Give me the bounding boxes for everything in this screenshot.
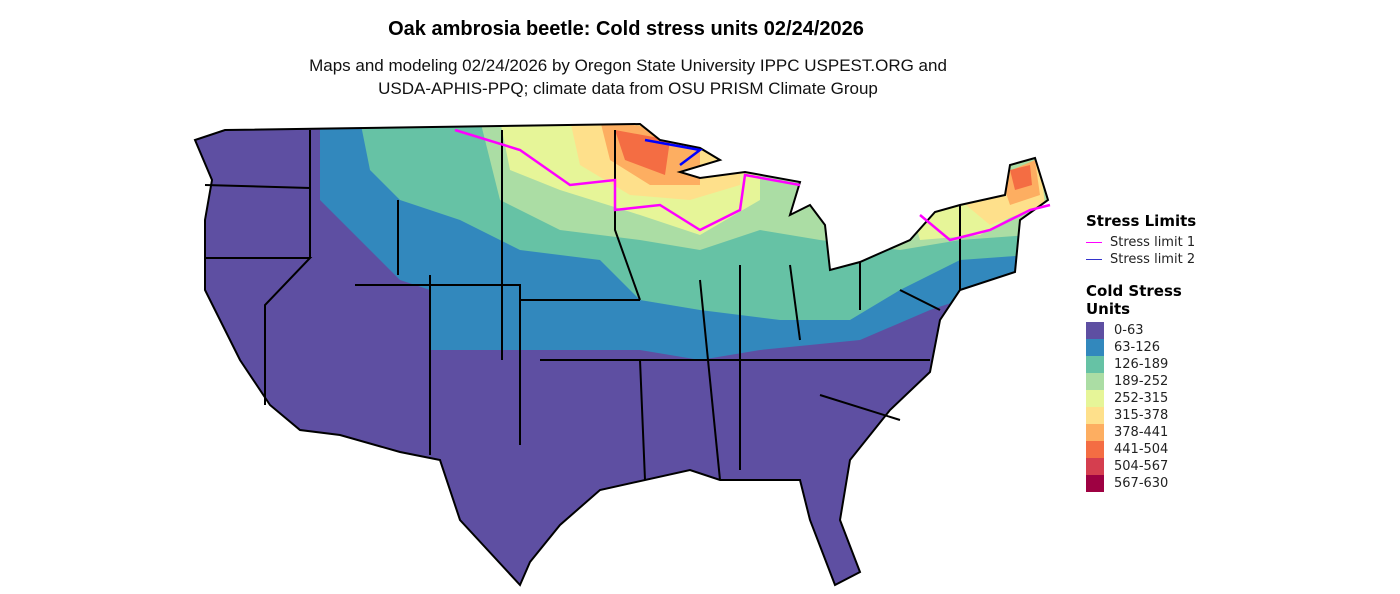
subtitle-line-2: USDA-APHIS-PPQ; climate data from OSU PR…	[378, 79, 878, 98]
bin-label: 378-441	[1114, 425, 1169, 440]
csu-title-line-2: Units	[1086, 300, 1131, 318]
csu-bins: 0-63 63-126 126-189 189-252 252-315 315-378 37…	[1086, 321, 1196, 493]
legend-item-bin: 63-126	[1086, 338, 1196, 357]
bin-label: 567-630	[1114, 476, 1169, 491]
stress-limits-legend-title: Stress Limits	[1086, 212, 1197, 230]
legend-item-bin: 504-567	[1086, 457, 1196, 476]
stress-limit-2-line	[644, 138, 704, 166]
bin-label: 504-567	[1114, 459, 1169, 474]
legend-item-bin: 315-378	[1086, 406, 1196, 425]
legend-item-bin: 126-189	[1086, 355, 1196, 374]
bin-swatch	[1086, 440, 1104, 459]
bin-label: 441-504	[1114, 442, 1169, 457]
state-borders	[194, 123, 1049, 586]
legend-item-bin: 252-315	[1086, 389, 1196, 408]
map-title: Oak ambrosia beetle: Cold stress units 0…	[388, 18, 864, 40]
band-378-441	[600, 124, 1040, 205]
legend-item-stress-limit-1: Stress limit 1	[1086, 234, 1196, 251]
legend-label: Stress limit 1	[1110, 235, 1196, 250]
legend-item-bin: 378-441	[1086, 423, 1196, 442]
legend-item-bin: 441-504	[1086, 440, 1196, 459]
bin-label: 315-378	[1114, 408, 1169, 423]
bin-swatch	[1086, 355, 1104, 374]
stress-limit-2-swatch	[1086, 259, 1102, 260]
bin-label: 189-252	[1114, 374, 1169, 389]
legend: Stress Limits Stress limit 1 Stress limi…	[1086, 212, 1197, 493]
bin-swatch	[1086, 338, 1104, 357]
subtitle-line-1: Maps and modeling 02/24/2026 by Oregon S…	[309, 56, 947, 75]
legend-label: Stress limit 2	[1110, 252, 1196, 267]
legend-item-bin: 0-63	[1086, 321, 1196, 340]
bin-swatch	[1086, 389, 1104, 408]
csu-title-line-1: Cold Stress	[1086, 282, 1182, 300]
bin-swatch	[1086, 372, 1104, 391]
bin-label: 126-189	[1114, 357, 1169, 372]
bin-swatch	[1086, 474, 1104, 493]
stress-limit-lines	[454, 128, 1051, 242]
bin-swatch	[1086, 321, 1104, 340]
bin-swatch	[1086, 423, 1104, 442]
stress-limit-1-line	[454, 128, 801, 232]
bin-label: 252-315	[1114, 391, 1169, 406]
legend-item-bin: 567-630	[1086, 474, 1196, 493]
bin-swatch	[1086, 406, 1104, 425]
csu-legend-title: Cold Stress Units	[1086, 282, 1196, 318]
legend-item-stress-limit-2: Stress limit 2	[1086, 251, 1196, 268]
legend-item-bin: 189-252	[1086, 372, 1196, 391]
bin-swatch	[1086, 457, 1104, 476]
bin-label: 63-126	[1114, 340, 1161, 355]
bin-label: 0-63	[1114, 323, 1144, 338]
stress-limit-1-swatch	[1086, 242, 1102, 243]
stress-limit-1-line-east	[919, 203, 1051, 242]
